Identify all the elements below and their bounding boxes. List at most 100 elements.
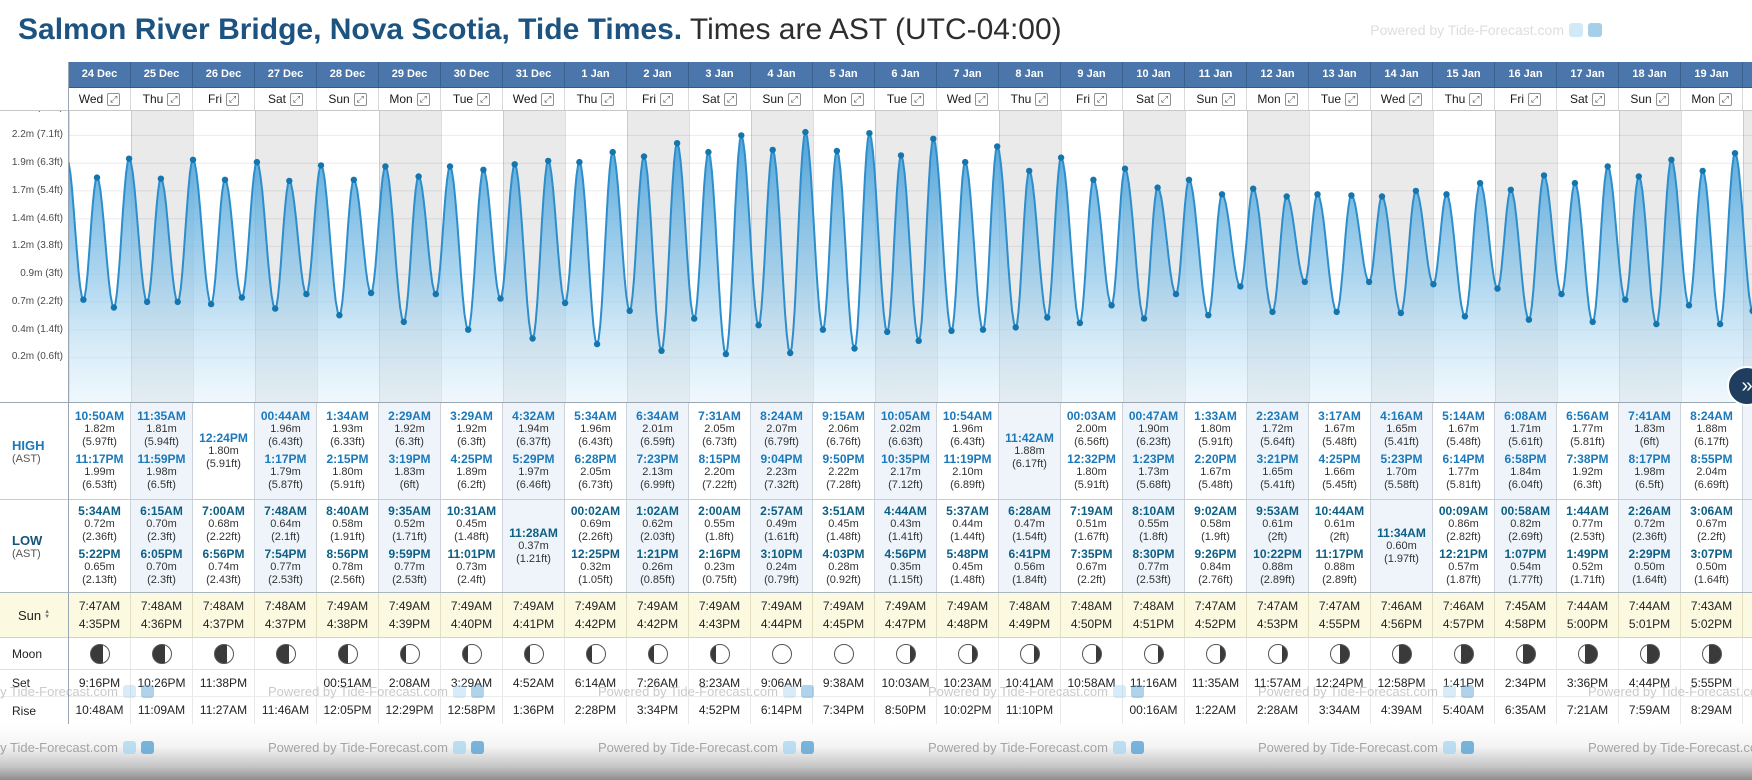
tide-entry: 1:33AM 1.80m (5.91ft)	[1185, 409, 1246, 449]
sunrise-time: 7:49AM	[822, 599, 865, 614]
tide-time: 5:22PM	[78, 546, 121, 561]
tide-entry: 8:56PM 0.78m (2.56ft)	[317, 547, 378, 587]
sun-label: Sun	[17, 607, 42, 623]
moonset-time: 8:23AM	[689, 670, 751, 696]
expand-day-icon[interactable]: ⤢	[1094, 92, 1107, 106]
moon-phase-icon	[1267, 643, 1288, 664]
expand-day-icon[interactable]: ⤢	[1409, 92, 1423, 106]
tide-height-ft: (2.76ft)	[1198, 573, 1233, 586]
weekday-cell: Mon ⤢	[379, 88, 441, 110]
moonrise-time: 3:34PM	[627, 697, 689, 724]
expand-day-icon[interactable]: ⤢	[660, 92, 673, 106]
sunrise-time: 7:47AM	[1318, 599, 1361, 614]
tide-height-ft: (1.71ft)	[1743, 574, 1752, 587]
tide-time: 10:54AM	[942, 408, 993, 423]
expand-day-icon[interactable]: ⤢	[1655, 92, 1669, 106]
tide-time: 3:46PM	[1743, 548, 1752, 561]
tide-height-m: 0.50m	[1634, 560, 1665, 573]
expand-day-icon[interactable]: ⤢	[1345, 92, 1359, 106]
expand-day-icon[interactable]: ⤢	[975, 92, 989, 106]
tide-entry: 7:54PM 0.77m (2.53ft)	[255, 547, 316, 587]
tide-height-m: 2.04m	[1696, 466, 1727, 479]
moonrise-time: 2:28AM	[1247, 697, 1309, 724]
expand-day-icon[interactable]: ⤢	[601, 92, 615, 106]
expand-day-icon[interactable]: ⤢	[416, 92, 430, 106]
tide-height-m: 1.82m	[84, 422, 115, 435]
expand-day-icon[interactable]: ⤢	[850, 92, 864, 106]
weekday-label: Mon	[1691, 92, 1715, 106]
expand-day-icon[interactable]: ⤢	[1592, 92, 1605, 106]
tide-height-m: 0.52m	[394, 518, 425, 531]
moonset-time: 11:38PM	[193, 670, 255, 696]
tide-height-ft: (2.53ft)	[392, 573, 427, 586]
expand-day-icon[interactable]: ⤢	[226, 92, 239, 106]
expand-day-icon[interactable]: ⤢	[353, 92, 367, 106]
weekday-label: Fri	[208, 92, 222, 106]
moon-cell	[193, 638, 255, 669]
low-tide-cell: 5:37AM 0.44m (1.44ft) 5:48PM 0.45m (1.48ft)	[937, 500, 999, 592]
sunset-time: 4:37PM	[202, 616, 245, 631]
weekday-label: Sun	[328, 92, 350, 106]
moonset-time: 4:52AM	[503, 670, 565, 696]
tide-time: 8:15PM	[698, 452, 741, 467]
tide-height-ft: (6.79ft)	[764, 435, 799, 448]
tide-height-ft: (7.22ft)	[702, 479, 737, 492]
tide-height-m: 0.67m	[1076, 560, 1107, 573]
expand-day-icon[interactable]: ⤢	[724, 92, 737, 106]
tide-time: 4:03PM	[822, 546, 865, 561]
tide-entry: 3:10PM 0.24m (0.79ft)	[751, 547, 812, 587]
moonset-time: 9:38AM	[813, 670, 875, 696]
tide-height-m: 2.17m	[890, 466, 921, 479]
expand-day-icon[interactable]: ⤢	[1528, 92, 1541, 106]
tide-entry: 6:56PM 0.74m (2.43ft)	[193, 547, 254, 587]
date-header: 8 Jan	[999, 62, 1061, 87]
tide-entry: 7:00AM 0.68m (2.22ft)	[193, 505, 254, 544]
tide-height-ft: (2.3ft)	[147, 531, 176, 544]
tide-height-m: 1.83m	[1634, 422, 1665, 435]
tide-entry: 10:05AM 2.02m (6.63ft)	[875, 409, 936, 449]
weekday-cell: Sat ⤢	[1123, 88, 1185, 110]
high-tide-cell: 10:54AM 1.96m (6.43ft) 11:19PM 2.10m (6.89ft)	[937, 403, 999, 499]
expand-day-icon[interactable]: ⤢	[107, 92, 121, 106]
tide-time: 7:41AM	[1628, 408, 1671, 423]
high-tide-cell: 3:17AM 1.67m (5.48ft) 4:25PM 1.66m (5.45ft)	[1309, 403, 1371, 499]
expand-day-icon[interactable]: ⤢	[1469, 92, 1483, 106]
expand-day-icon[interactable]: ⤢	[787, 92, 801, 106]
tide-height-ft: (2.69ft)	[1508, 531, 1543, 544]
expand-day-icon[interactable]: ⤢	[911, 92, 925, 106]
tide-height-ft: (2.26ft)	[578, 531, 613, 544]
scroll-right-button[interactable]: »	[1727, 366, 1752, 406]
expand-day-icon[interactable]: ⤢	[1718, 92, 1732, 106]
tide-entry: 1:21PM 0.26m (0.85ft)	[627, 547, 688, 587]
tide-table: 2.4m (7.9ft) 2.2m (7.1ft) 1.9m (6.3ft) 1.7m…	[0, 62, 1752, 724]
tide-height-ft: (2.2ft)	[1077, 573, 1106, 586]
expand-day-icon[interactable]: ⤢	[167, 92, 181, 106]
tide-entry: 1:49PM 0.52m (1.71ft)	[1557, 547, 1618, 587]
sunset-time: 4:49PM	[1008, 616, 1051, 631]
moon-phase-icon	[1205, 643, 1226, 664]
expand-day-icon[interactable]: ⤢	[1158, 92, 1171, 106]
sunrise-time: 7:49AM	[450, 599, 493, 614]
tide-entry: 3:29AM 1.92m (6.3ft)	[441, 409, 502, 449]
tide-entry: 10:31AM 0.45m (1.48ft)	[441, 505, 502, 544]
tide-height-m: 0.74m	[208, 560, 239, 573]
tide-entry: 6:56AM 1.77m (5.81ft)	[1557, 409, 1618, 449]
tide-height-m: 1.72m	[1262, 422, 1293, 435]
date-header: 16 Jan	[1495, 62, 1557, 87]
expand-day-icon[interactable]: ⤢	[1221, 92, 1235, 106]
high-tide-cell: 7:31AM 2.05m (6.73ft) 8:15PM 2.20m (7.22ft)	[689, 403, 751, 499]
tide-time: 10:35PM	[881, 452, 930, 467]
expand-day-icon[interactable]: ⤢	[290, 92, 303, 106]
weekday-label: Sun	[762, 92, 784, 106]
tide-entry: 7:38PM 1.92m (6.3ft)	[1557, 453, 1618, 492]
low-tide-cell: 2:57AM 0.49m (1.61ft) 3:10PM 0.24m (0.79ft)	[751, 500, 813, 592]
tide-height-m: 1.98m	[146, 466, 177, 479]
expand-day-icon[interactable]: ⤢	[1035, 92, 1049, 106]
tide-entry: 9:02AM 0.58m (1.9ft)	[1185, 505, 1246, 544]
tide-height-ft: (2.82ft)	[1446, 531, 1481, 544]
sunrise-time: 7:44AM	[1628, 599, 1671, 614]
expand-day-icon[interactable]: ⤢	[1284, 92, 1298, 106]
tide-entry: 7:35PM 0.67m (2.2ft)	[1061, 547, 1122, 587]
expand-day-icon[interactable]: ⤢	[541, 92, 555, 106]
expand-day-icon[interactable]: ⤢	[477, 92, 491, 106]
